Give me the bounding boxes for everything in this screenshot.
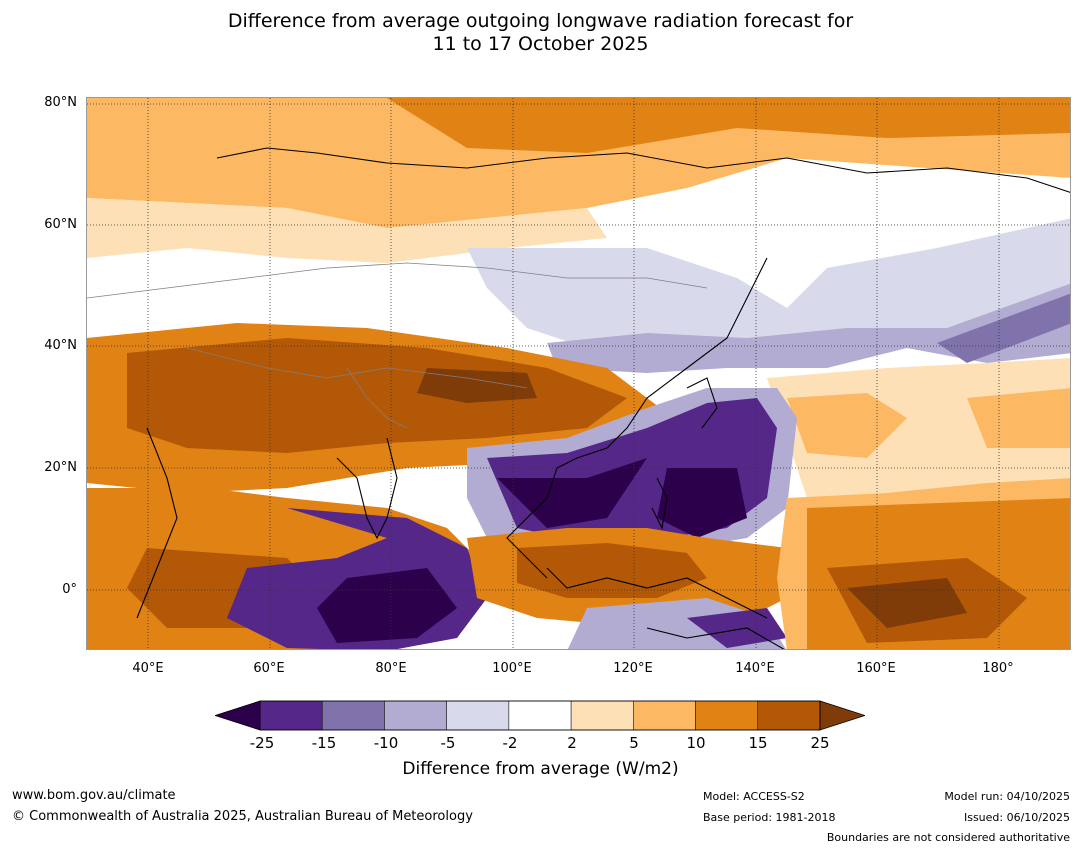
colorbar xyxy=(215,700,865,731)
olr-anomaly-map xyxy=(86,97,1071,650)
lat-label-80n: 80°N xyxy=(44,95,77,110)
arabia-africa-coastline xyxy=(136,427,178,619)
country-borders xyxy=(87,262,708,429)
colorbar-bin xyxy=(508,700,572,731)
lat-label-60n: 60°N xyxy=(44,217,77,232)
region-arctic-orange xyxy=(387,98,1070,153)
region-borneo-strong xyxy=(517,543,707,598)
colorbar-bin xyxy=(321,700,385,731)
colorbar-bin xyxy=(757,700,821,731)
colorbar-bins xyxy=(259,700,821,731)
colorbar-tick: 5 xyxy=(629,734,639,752)
colorbar-tick: -25 xyxy=(249,734,275,752)
region-subtropical-pacific-orange xyxy=(787,393,907,458)
colorbar-bin xyxy=(695,700,759,731)
lon-label-120e: 120°E xyxy=(613,661,653,676)
region-siberia-pale xyxy=(87,198,607,263)
colorbar-tick: 2 xyxy=(567,734,577,752)
border-central-asia xyxy=(186,347,528,389)
lon-label-140e: 140°E xyxy=(735,661,775,676)
colorbar-tick: -5 xyxy=(440,734,456,752)
chart-title: Difference from average outgoing longwav… xyxy=(0,10,1081,56)
colorbar-label: Difference from average (W/m2) xyxy=(402,759,679,779)
region-equatorial-indian-deep xyxy=(317,568,457,643)
lat-label-equator: 0° xyxy=(62,582,77,597)
colorbar-tick: -2 xyxy=(502,734,518,752)
arctic-coastline xyxy=(216,147,1070,193)
graticule xyxy=(87,98,1070,649)
footer-base-period: Base period: 1981-2018 xyxy=(703,811,836,824)
india-coastline xyxy=(336,437,398,540)
lon-label-180: 180° xyxy=(982,661,1014,676)
colorbar-tick: 15 xyxy=(748,734,768,752)
coastlines xyxy=(136,147,1070,649)
colorbar-tick: -15 xyxy=(311,734,337,752)
colorbar-bin xyxy=(570,700,634,731)
lon-label-160e: 160°E xyxy=(856,661,896,676)
border-russia-south xyxy=(87,262,708,299)
philippines-coastline xyxy=(651,477,668,530)
colorbar-bin xyxy=(384,700,447,731)
colorbar-tick: 10 xyxy=(686,734,706,752)
region-north-pacific-purple xyxy=(937,293,1070,363)
footer-model-run: Model run: 04/10/2025 xyxy=(944,790,1070,803)
colorbar-bin xyxy=(259,700,323,731)
colorbar-bin xyxy=(446,700,510,731)
japan-coastline xyxy=(686,377,718,429)
lon-label-60e: 60°E xyxy=(253,661,285,676)
footer-url[interactable]: www.bom.gov.au/climate xyxy=(12,788,176,803)
colorbar-tick: 25 xyxy=(810,734,830,752)
footer-copyright: © Commonwealth of Australia 2025, Austra… xyxy=(12,809,473,824)
lat-label-20n: 20°N xyxy=(44,460,77,475)
colorbar-frame xyxy=(259,700,821,731)
colorbar-low-extend xyxy=(215,700,261,731)
region-arafura-purple xyxy=(687,608,787,648)
title-line-1: Difference from average outgoing longwav… xyxy=(227,10,854,32)
colorbar-high-extend xyxy=(819,700,865,731)
region-east-pacific-orange xyxy=(967,388,1070,448)
footer-model: Model: ACCESS-S2 xyxy=(703,790,805,803)
colorbar-bin xyxy=(633,700,696,731)
footer-disclaimer: Boundaries are not considered authoritat… xyxy=(826,831,1070,844)
australia-coastline xyxy=(646,627,785,649)
region-philippines-deep xyxy=(657,468,747,538)
border-himalaya xyxy=(346,367,408,429)
title-line-2: 11 to 17 October 2025 xyxy=(432,33,649,55)
region-jetstream-light-purple xyxy=(547,283,1070,373)
region-tibet-max xyxy=(417,368,537,403)
lon-label-100e: 100°E xyxy=(492,661,532,676)
region-central-asia-strong xyxy=(127,338,627,453)
footer-issued: Issued: 06/10/2025 xyxy=(963,811,1070,824)
lat-label-40n: 40°N xyxy=(44,338,77,353)
lon-label-40e: 40°E xyxy=(132,661,164,676)
indonesia-coastline xyxy=(546,567,768,619)
map-canvas xyxy=(87,98,1070,649)
east-asia-coastline xyxy=(556,257,768,469)
indochina-coastline xyxy=(506,467,558,579)
colorbar-tick: -10 xyxy=(373,734,399,752)
lon-label-80e: 80°E xyxy=(375,661,407,676)
